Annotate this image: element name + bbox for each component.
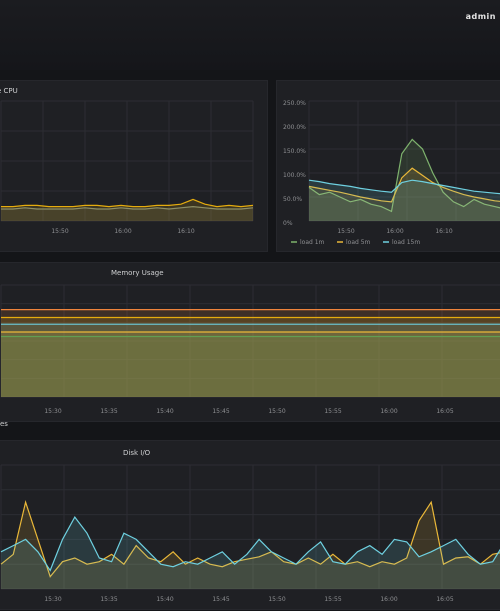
series-line <box>0 499 500 578</box>
series-area <box>1 317 500 397</box>
series-line <box>1 198 254 208</box>
x-tick-label: 15:50 <box>337 228 354 235</box>
x-tick-label: 15:30 <box>44 408 61 415</box>
y-tick-label: 200.0% <box>283 124 306 131</box>
disk-panel-title: Disk I/O <box>123 449 151 457</box>
series-area <box>1 324 500 397</box>
x-tick-label: 15:45 <box>212 408 229 415</box>
y-tick-label: 150.0% <box>283 148 306 155</box>
series-area <box>1 332 500 397</box>
legend-label: load 5m <box>346 239 371 246</box>
load-panel: 250.0% 200.0% 150.0% 100.0% 50.0% 0% 15:50 16:0… <box>276 80 500 252</box>
x-tick-label: 16:05 <box>436 408 453 415</box>
series-line <box>0 516 500 572</box>
x-tick-label: 15:35 <box>100 408 117 415</box>
x-tick-label: 16:10 <box>177 228 194 235</box>
legend-label: load 1m <box>300 239 325 246</box>
x-tick-label: 16:10 <box>435 228 452 235</box>
x-tick-label: 16:00 <box>386 228 403 235</box>
series-area <box>1 336 500 397</box>
load-chart: 250.0% 200.0% 150.0% 100.0% 50.0% 0% 15:50 16:0… <box>283 100 500 246</box>
series-line <box>308 179 500 195</box>
disk-chart: 15:30 15:35 15:40 15:45 15:50 15:55 16:00 16:05 <box>0 464 500 603</box>
top-bar: admin <box>0 0 500 70</box>
x-tick-label: 16:00 <box>380 408 397 415</box>
legend-label: load 15m <box>392 239 420 246</box>
cpu-chart: 15:50 16:00 16:10 <box>0 100 254 235</box>
series-area <box>309 180 500 221</box>
user-label[interactable]: admin <box>465 12 496 21</box>
series-area <box>309 168 500 221</box>
cpu-panel: e CPU 15:50 16:00 16:10 <box>0 80 268 252</box>
series-area <box>1 206 253 221</box>
series-area <box>1 199 253 221</box>
series-line <box>308 138 500 213</box>
y-tick-label: 50.0% <box>283 196 302 203</box>
y-tick-label: 250.0% <box>283 100 306 107</box>
y-tick-label: 100.0% <box>283 172 306 179</box>
series-area <box>1 502 500 589</box>
row-title[interactable]: es <box>0 420 8 428</box>
memory-panel-title: Memory Usage <box>111 269 164 277</box>
x-tick-label: 15:40 <box>156 408 173 415</box>
memory-chart: 15:30 15:35 15:40 15:45 15:50 15:55 16:00 16:05 <box>0 284 500 415</box>
x-tick-label: 16:00 <box>114 228 131 235</box>
x-tick-label: 15:50 <box>51 228 68 235</box>
disk-panel: Disk I/O 15:30 15:35 15:40 15:45 15:50 15:55 1… <box>0 440 500 610</box>
series-line <box>308 167 500 203</box>
x-tick-label: 15:55 <box>324 408 341 415</box>
memory-panel: Memory Usage 15:30 15:35 15:40 15:45 15:50 15… <box>0 262 500 422</box>
series-line <box>1 205 254 210</box>
y-tick-label: 0% <box>283 220 293 227</box>
x-tick-label: 15:50 <box>268 408 285 415</box>
cpu-panel-title: e CPU <box>0 87 18 95</box>
series-area <box>1 517 500 589</box>
